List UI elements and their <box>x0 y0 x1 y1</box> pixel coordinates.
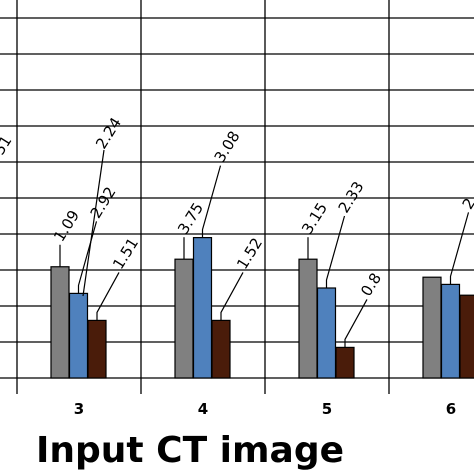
data-label: 1.51 <box>109 235 142 273</box>
data-label-leader <box>449 212 470 285</box>
data-label: 2.24 <box>92 114 125 152</box>
bar <box>192 237 213 379</box>
chart-bars <box>50 237 474 379</box>
data-label: 1.52 <box>233 235 266 273</box>
x-tick-labels: 3 4 5 6 <box>74 400 456 418</box>
bar <box>335 346 355 379</box>
data-label-leader <box>77 221 98 294</box>
data-label: 2. <box>459 191 474 213</box>
bar <box>68 292 89 379</box>
data-labels: 1.092.921.513.753.081.523.152.330.82.2.2… <box>0 114 474 299</box>
x-tick-label: 3 <box>74 400 84 418</box>
data-label: 51 <box>0 132 16 158</box>
data-label: 2.33 <box>335 178 368 216</box>
x-tick-label: 6 <box>446 400 456 418</box>
bar <box>298 258 318 379</box>
data-label: 3.15 <box>298 199 331 237</box>
chart-gridlines <box>0 0 474 394</box>
data-label-leader <box>96 272 120 321</box>
bar <box>440 283 461 379</box>
bar <box>174 258 194 379</box>
bar <box>87 319 107 379</box>
x-tick-label: 5 <box>322 400 332 418</box>
data-label-leaders <box>59 149 470 348</box>
bar <box>50 266 70 379</box>
x-axis-title: Input CT image <box>36 430 345 471</box>
data-label-leader <box>220 272 244 321</box>
bar <box>316 287 337 379</box>
data-label-leader <box>325 215 346 288</box>
x-tick-label: 4 <box>198 400 208 418</box>
data-label-leader <box>82 149 105 297</box>
data-label: 2.92 <box>87 184 120 222</box>
data-label: 0.8 <box>357 270 385 300</box>
data-label: 3.08 <box>211 128 244 166</box>
data-label: 1.09 <box>50 207 83 245</box>
bar <box>422 276 442 379</box>
bar <box>459 294 474 379</box>
data-label-leader <box>344 299 368 348</box>
bar <box>211 319 231 379</box>
data-label-leader <box>201 165 222 238</box>
